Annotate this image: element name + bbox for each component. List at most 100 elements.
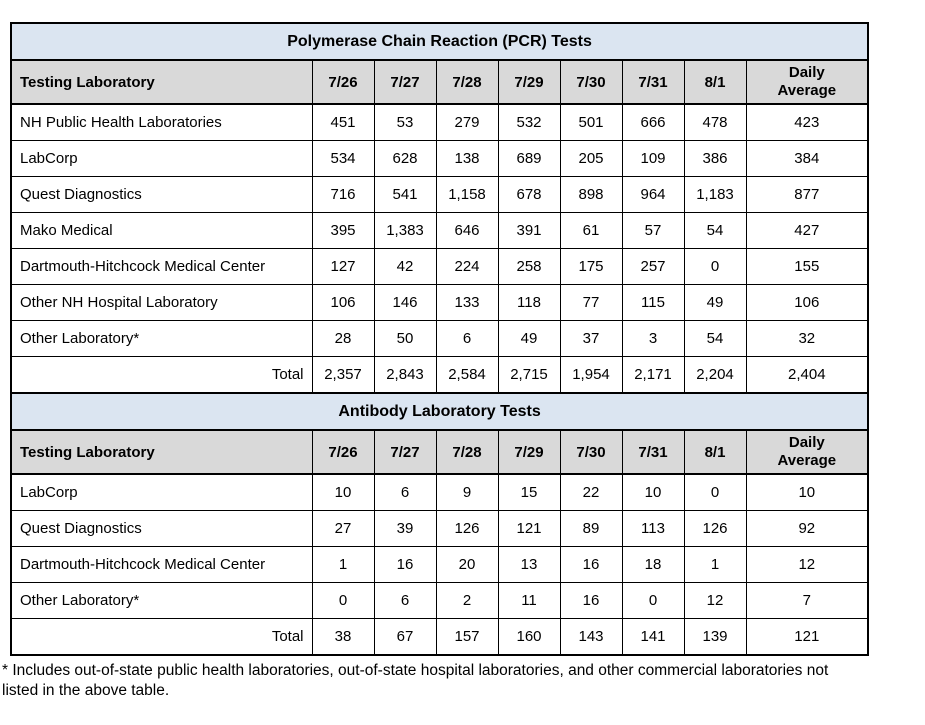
value-cell: 9: [435, 473, 499, 511]
value-cell: 10: [621, 473, 685, 511]
value-cell: 77: [559, 284, 623, 321]
total-value-cell: 121: [745, 618, 869, 656]
value-cell: 628: [373, 140, 437, 177]
value-cell: 42: [373, 248, 437, 285]
value-cell: 7: [745, 582, 869, 619]
total-value-cell: 38: [311, 618, 375, 656]
value-cell: 451: [311, 103, 375, 141]
antibody-section-title-row: Antibody Laboratory Tests: [10, 392, 869, 431]
total-value-cell: 2,404: [745, 356, 869, 394]
value-cell: 2: [435, 582, 499, 619]
total-value-cell: 157: [435, 618, 499, 656]
total-value-cell: 143: [559, 618, 623, 656]
table-row: Other NH Hospital Laboratory 106 146 133…: [10, 284, 869, 321]
value-cell: 478: [683, 103, 747, 141]
value-cell: 155: [745, 248, 869, 285]
antibody-col-header-date: 7/28: [435, 429, 499, 475]
total-label-cell: Total: [10, 618, 313, 656]
value-cell: 146: [373, 284, 437, 321]
antibody-col-header-date: 7/31: [621, 429, 685, 475]
total-value-cell: 2,204: [683, 356, 747, 394]
antibody-section-title: Antibody Laboratory Tests: [10, 392, 869, 431]
total-value-cell: 139: [683, 618, 747, 656]
value-cell: 0: [683, 248, 747, 285]
pcr-col-header-date: 8/1: [683, 59, 747, 105]
value-cell: 27: [311, 510, 375, 547]
value-cell: 541: [373, 176, 437, 213]
pcr-col-header-date: 7/26: [311, 59, 375, 105]
value-cell: 106: [311, 284, 375, 321]
footnote: * Includes out-of-state public health la…: [2, 662, 829, 700]
value-cell: 224: [435, 248, 499, 285]
table-row: Mako Medical 395 1,383 646 391 61 57 54 …: [10, 212, 869, 249]
value-cell: 678: [497, 176, 561, 213]
lab-name-cell: Other Laboratory*: [10, 320, 313, 357]
table-row: Quest Diagnostics 27 39 126 121 89 113 1…: [10, 510, 869, 547]
value-cell: 666: [621, 103, 685, 141]
value-cell: 646: [435, 212, 499, 249]
total-value-cell: 2,171: [621, 356, 685, 394]
lab-name-cell: Dartmouth-Hitchcock Medical Center: [10, 546, 313, 583]
lab-name-cell: LabCorp: [10, 473, 313, 511]
value-cell: 20: [435, 546, 499, 583]
value-cell: 57: [621, 212, 685, 249]
lab-name-cell: Other NH Hospital Laboratory: [10, 284, 313, 321]
total-value-cell: 2,715: [497, 356, 561, 394]
table-row: Dartmouth-Hitchcock Medical Center 1 16 …: [10, 546, 869, 583]
value-cell: 49: [683, 284, 747, 321]
antibody-total-row: Total 38 67 157 160 143 141 139 121: [10, 618, 869, 656]
value-cell: 49: [497, 320, 561, 357]
value-cell: 53: [373, 103, 437, 141]
value-cell: 113: [621, 510, 685, 547]
value-cell: 175: [559, 248, 623, 285]
value-cell: 92: [745, 510, 869, 547]
value-cell: 1: [683, 546, 747, 583]
table-row: Dartmouth-Hitchcock Medical Center 127 4…: [10, 248, 869, 285]
pcr-col-header-date: 7/30: [559, 59, 623, 105]
antibody-col-header-date: 7/29: [497, 429, 561, 475]
lab-name-cell: Other Laboratory*: [10, 582, 313, 619]
value-cell: 423: [745, 103, 869, 141]
table-row: Quest Diagnostics 716 541 1,158 678 898 …: [10, 176, 869, 213]
value-cell: 15: [497, 473, 561, 511]
value-cell: 89: [559, 510, 623, 547]
value-cell: 37: [559, 320, 623, 357]
value-cell: 109: [621, 140, 685, 177]
table-row: NH Public Health Laboratories 451 53 279…: [10, 103, 869, 141]
document: Polymerase Chain Reaction (PCR) Tests Te…: [2, 22, 870, 700]
value-cell: 6: [435, 320, 499, 357]
value-cell: 1,383: [373, 212, 437, 249]
value-cell: 205: [559, 140, 623, 177]
value-cell: 532: [497, 103, 561, 141]
antibody-header-row: Testing Laboratory 7/26 7/27 7/28 7/29 7…: [10, 429, 869, 475]
total-label-cell: Total: [10, 356, 313, 394]
antibody-col-header-daily-average: Daily Average: [745, 429, 869, 475]
value-cell: 54: [683, 320, 747, 357]
lab-name-cell: Quest Diagnostics: [10, 176, 313, 213]
pcr-section-title: Polymerase Chain Reaction (PCR) Tests: [10, 22, 869, 61]
table-row: LabCorp 10 6 9 15 22 10 0 10: [10, 473, 869, 511]
table-row: LabCorp 534 628 138 689 205 109 386 384: [10, 140, 869, 177]
lab-name-cell: Quest Diagnostics: [10, 510, 313, 547]
pcr-total-row: Total 2,357 2,843 2,584 2,715 1,954 2,17…: [10, 356, 869, 394]
value-cell: 689: [497, 140, 561, 177]
value-cell: 0: [311, 582, 375, 619]
value-cell: 32: [745, 320, 869, 357]
value-cell: 121: [497, 510, 561, 547]
value-cell: 133: [435, 284, 499, 321]
value-cell: 0: [621, 582, 685, 619]
antibody-col-header-date: 7/27: [373, 429, 437, 475]
total-value-cell: 67: [373, 618, 437, 656]
value-cell: 118: [497, 284, 561, 321]
value-cell: 54: [683, 212, 747, 249]
value-cell: 126: [683, 510, 747, 547]
pcr-col-header-date: 7/31: [621, 59, 685, 105]
value-cell: 6: [373, 582, 437, 619]
lab-name-cell: Dartmouth-Hitchcock Medical Center: [10, 248, 313, 285]
value-cell: 16: [373, 546, 437, 583]
value-cell: 386: [683, 140, 747, 177]
value-cell: 127: [311, 248, 375, 285]
value-cell: 279: [435, 103, 499, 141]
value-cell: 22: [559, 473, 623, 511]
value-cell: 1: [311, 546, 375, 583]
